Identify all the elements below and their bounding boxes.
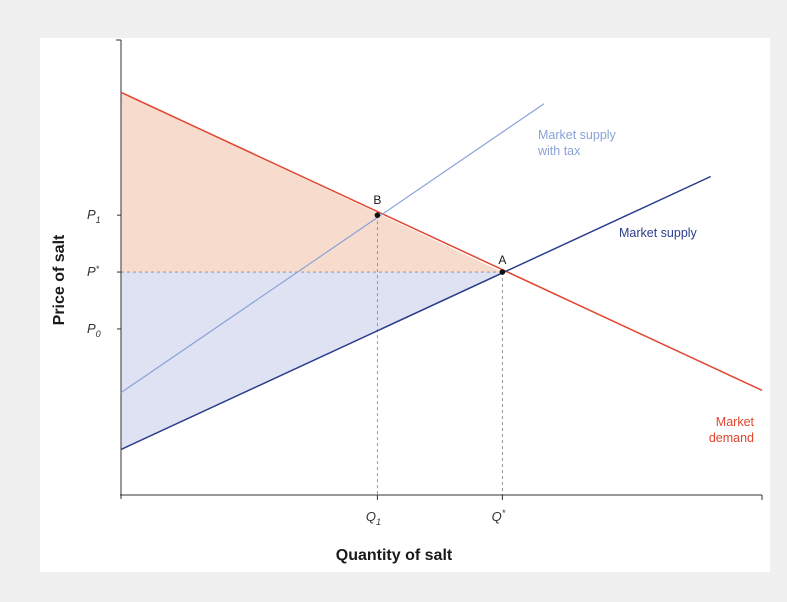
y-axis-title: Price of salt xyxy=(51,234,68,325)
market-demand-label: Market xyxy=(716,415,755,429)
y-tick-label: P0 xyxy=(87,321,101,339)
y-tick-label: P1 xyxy=(87,207,101,225)
x-axis-title: Quantity of salt xyxy=(336,547,453,564)
market-supply-with-tax-label: Market supply xyxy=(538,128,617,142)
market-supply-with-tax-label: with tax xyxy=(537,144,581,158)
chart-panel: Market demand Market supply Market supply wi… xyxy=(40,38,770,572)
y-tick-label: P* xyxy=(87,264,100,279)
market-supply-line xyxy=(120,175,712,451)
market-demand-label: demand xyxy=(709,431,754,445)
point-a-label: A xyxy=(498,253,506,267)
point-b xyxy=(374,212,381,218)
market-demand-line xyxy=(120,91,763,392)
point-b-label: B xyxy=(373,193,381,207)
x-tick-label: Q1 xyxy=(366,509,381,527)
surplus-chart: Market demand Market supply Market supply wi… xyxy=(51,39,763,564)
point-a xyxy=(499,269,506,275)
consumer-surplus-area xyxy=(121,92,503,273)
market-supply-with-tax-line xyxy=(120,103,545,394)
market-supply-label: Market supply xyxy=(619,226,698,240)
x-tick-label: Q* xyxy=(492,508,506,524)
